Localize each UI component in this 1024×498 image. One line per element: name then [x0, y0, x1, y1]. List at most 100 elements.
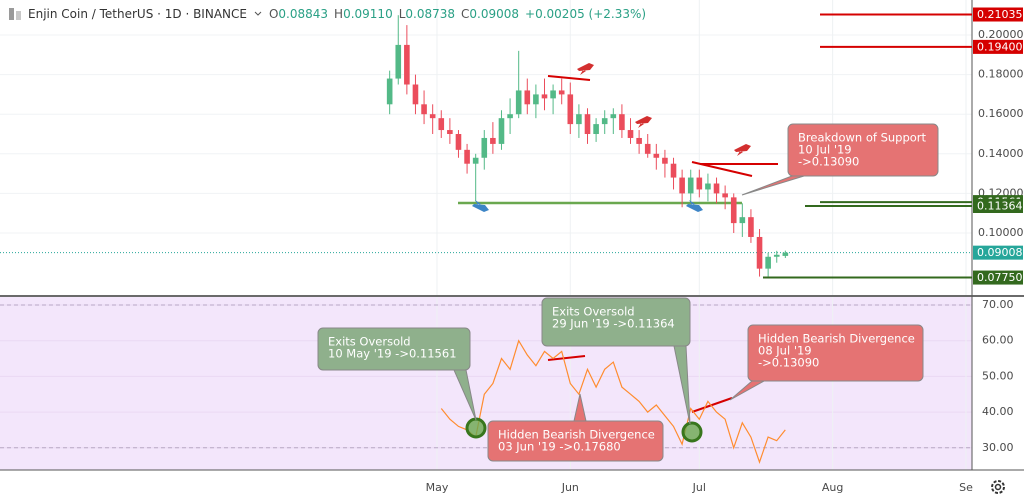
rsi-background	[0, 297, 972, 470]
y-tick-label: 0.16000	[978, 107, 1024, 120]
candle-body	[696, 177, 703, 190]
symbol-name[interactable]: Enjin Coin / TetherUS · 1D · BINANCE	[28, 7, 247, 21]
candle-body	[730, 197, 737, 224]
level-label: 0.11364	[977, 199, 1023, 212]
candle-body	[756, 236, 763, 269]
candle-body	[739, 217, 746, 224]
candle-body	[773, 254, 780, 257]
level-label-box	[973, 198, 1023, 213]
candle-body	[404, 44, 410, 85]
trend-line	[691, 397, 733, 413]
candle-body	[576, 114, 582, 125]
candle-body	[438, 118, 445, 131]
x-tick-label: Se	[959, 481, 973, 494]
y-tick-label: 70.00	[982, 298, 1014, 311]
candle-body	[687, 177, 694, 194]
level-label: 0.07750	[977, 271, 1023, 284]
level-label-box	[973, 39, 1023, 54]
candle-body	[662, 157, 668, 164]
ohlc-key: C	[461, 7, 470, 21]
candle-body	[447, 130, 453, 135]
level-label: 0.21035	[977, 8, 1023, 21]
symbol-header: Enjin Coin / TetherUS · 1D · BINANCE O0.…	[8, 7, 646, 21]
icon-shape	[635, 116, 652, 128]
price-change: +0.00205 (+2.33%)	[525, 7, 647, 21]
candle-body	[765, 256, 771, 269]
trend-line	[547, 75, 591, 81]
level-label: 0.19400	[977, 40, 1023, 53]
dropdown-icon[interactable]	[253, 9, 263, 19]
annotation-text: 03 Jun '19 ->0.17680	[498, 440, 621, 454]
ohlc-item: C0.09008	[461, 7, 519, 21]
annotation-box	[787, 123, 939, 177]
candle-body	[412, 84, 419, 105]
candle-body	[524, 90, 531, 105]
signal-icon	[734, 144, 751, 156]
candle-body	[584, 114, 591, 135]
gear-inner	[994, 483, 1002, 491]
ohlc-key: L	[398, 7, 406, 21]
level-label-box	[973, 245, 1023, 260]
annotation-text: ->0.13090	[798, 155, 859, 169]
annotation-text: 10 Jul '19	[798, 143, 852, 157]
signal-icon	[635, 116, 652, 128]
annotation-text: Exits Oversold	[552, 305, 635, 319]
ohlc-item: O0.08843	[269, 7, 328, 21]
candle-body	[490, 137, 496, 144]
ohlc-value: 0.08738	[405, 7, 456, 21]
ohlc-value: 0.09008	[469, 7, 520, 21]
candle-body	[636, 137, 642, 144]
y-tick-label: 40.00	[982, 405, 1014, 418]
candle-body	[386, 78, 393, 105]
annotation-box	[541, 297, 691, 347]
candle-body	[679, 177, 685, 194]
annotation-box	[747, 324, 924, 382]
candle-body	[593, 124, 599, 135]
candle-body	[610, 114, 617, 119]
level-label-box	[973, 7, 1023, 22]
candle-body	[653, 153, 660, 158]
ohlc-item: H0.09110	[334, 7, 393, 21]
annotation-text: Hidden Bearish Divergence	[758, 332, 915, 346]
level-label: 0.09008	[977, 246, 1023, 259]
annotation-box	[317, 327, 471, 371]
candle-body	[567, 94, 574, 125]
x-tick-label: Aug	[822, 481, 843, 494]
ohlc-value: 0.08843	[278, 7, 329, 21]
annotation-text: 08 Jul '19	[758, 344, 812, 358]
y-tick-label: 0.10000	[978, 226, 1024, 239]
x-tick-label: Jun	[561, 481, 579, 494]
annotation-text: ->0.13090	[758, 356, 819, 370]
x-tick-label: Jul	[692, 481, 706, 494]
y-tick-label: 50.00	[982, 369, 1014, 382]
candle-body	[619, 114, 625, 131]
icon-shape	[686, 200, 703, 212]
signal-icon	[472, 200, 489, 212]
signal-circle	[681, 421, 703, 443]
symbol-icon	[9, 8, 21, 20]
annotation-box	[487, 420, 664, 462]
icon-shape	[472, 200, 489, 212]
y-tick-label: 0.20000	[978, 28, 1024, 41]
gear-outer	[991, 480, 1005, 494]
settings-button[interactable]	[991, 480, 1005, 494]
rsi-line	[440, 339, 786, 464]
x-tick-label: May	[426, 481, 449, 494]
candle-body	[627, 130, 634, 138]
candle-body	[644, 143, 651, 154]
candle-body	[558, 90, 565, 95]
candle-body	[515, 90, 522, 115]
icon-shape	[734, 144, 751, 156]
y-tick-label: 0.14000	[978, 147, 1024, 160]
candle-body	[670, 163, 677, 178]
candle-body	[507, 114, 513, 119]
candle-body	[722, 193, 728, 198]
signal-icon	[686, 200, 703, 212]
